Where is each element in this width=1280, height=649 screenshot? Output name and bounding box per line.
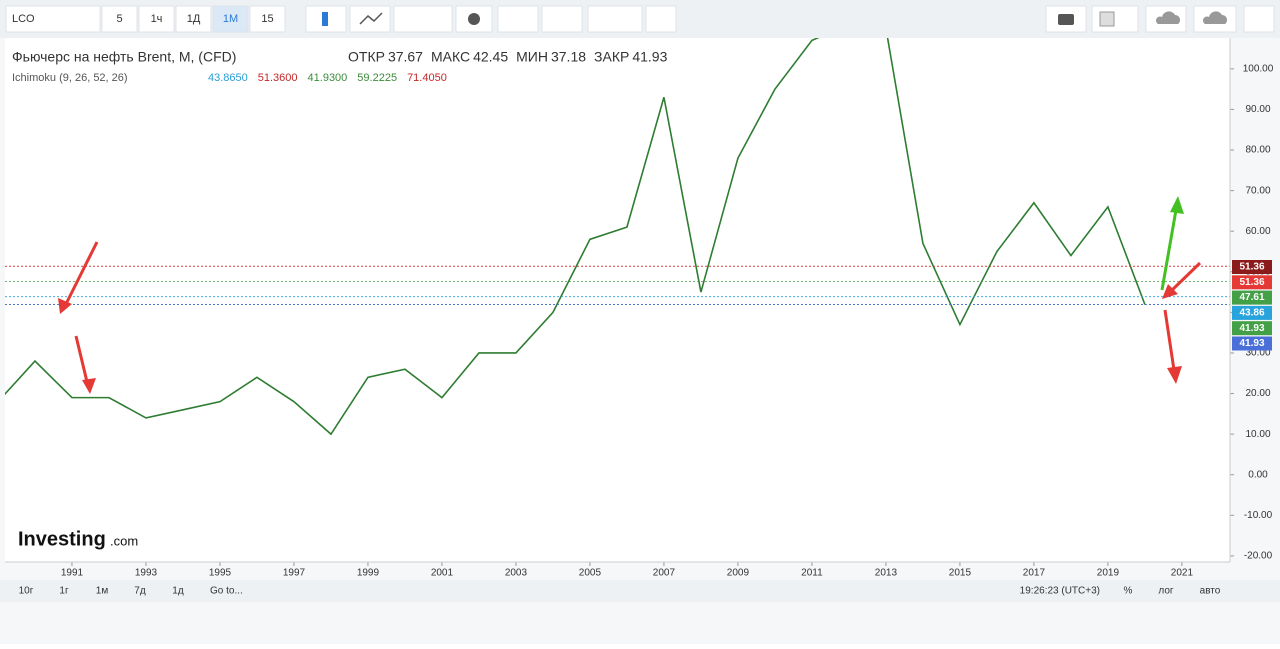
interval-button[interactable]	[249, 5, 286, 33]
indicator-value: 51.3600	[258, 72, 298, 84]
ohlc-label: ОТКР	[348, 49, 385, 65]
ohlc-value: 42.45	[473, 49, 508, 65]
instrument-title: Фьючерс на нефть Brent, M, (CFD)	[12, 49, 236, 65]
y-tick-label: -20.00	[1244, 551, 1273, 562]
price-tag	[1232, 290, 1272, 305]
x-tick-label: 2015	[949, 568, 972, 579]
price-tag	[1232, 305, 1272, 320]
x-tick-label: 2019	[1097, 568, 1120, 579]
y-tick-label: 60.00	[1245, 226, 1270, 237]
scale-option[interactable]: %	[1124, 586, 1133, 597]
scale-option[interactable]: лог	[1158, 586, 1174, 597]
price-tag-label: 43.86	[1239, 308, 1264, 319]
price-tag-label: 41.93	[1239, 338, 1264, 349]
goto-button[interactable]: Go to...	[210, 586, 243, 597]
x-tick-label: 2017	[1023, 568, 1046, 579]
y-tick-label: 70.00	[1245, 185, 1270, 196]
interval-button[interactable]	[212, 5, 249, 33]
indicator-value: 71.4050	[407, 72, 447, 84]
price-tag	[1232, 260, 1272, 274]
footer	[0, 580, 1280, 602]
x-tick-label: 1997	[283, 568, 306, 579]
interval-label: 15	[261, 13, 273, 25]
y-tick-label: -10.00	[1244, 510, 1273, 521]
ohlc-value: 37.18	[551, 49, 586, 65]
price-tag-label: 51.36	[1239, 262, 1264, 273]
interval-label: 1ч	[151, 13, 163, 25]
price-tag	[1232, 275, 1272, 290]
y-tick-label: 10.00	[1245, 429, 1270, 440]
interval-button[interactable]	[175, 5, 212, 33]
price-tag-label: 47.61	[1239, 292, 1264, 303]
range-button[interactable]: 1д	[172, 586, 184, 597]
x-tick-label: 2011	[801, 568, 823, 579]
x-tick-label: 1993	[135, 568, 158, 579]
y-tick-label: 20.00	[1245, 388, 1270, 399]
annotation-arrows	[58, 196, 1202, 394]
logo-suffix: .com	[110, 533, 138, 548]
interval-label: 1М	[223, 13, 238, 25]
ohlc-label: ЗАКР	[594, 49, 629, 65]
interval-button[interactable]	[101, 5, 138, 33]
ohlc-value: 37.67	[388, 49, 423, 65]
x-tick-label: 1999	[357, 568, 380, 579]
plot-area	[5, 38, 1230, 562]
interval-label: 5	[116, 13, 122, 25]
ohlc-value: 41.93	[632, 49, 667, 65]
symbol-input[interactable]	[5, 5, 101, 33]
toolbar-icons	[305, 5, 1275, 33]
interval-button[interactable]	[138, 5, 175, 33]
x-tick-label: 2001	[431, 568, 454, 579]
x-tick-label: 1991	[61, 568, 84, 579]
range-button[interactable]: 7д	[134, 586, 146, 597]
x-tick-label: 2007	[653, 568, 676, 579]
range-button[interactable]: 1г	[59, 586, 69, 597]
price-tag	[1232, 336, 1272, 351]
price-tag	[1232, 321, 1272, 336]
x-tick-label: 1995	[209, 568, 232, 579]
logo: Investing	[18, 528, 106, 550]
ohlc-label: МАКС	[431, 49, 470, 65]
indicator-value: 59.2225	[357, 72, 397, 84]
ohlc-label: МИН	[516, 49, 548, 65]
price-tag-label: 51.36	[1239, 277, 1264, 288]
x-tick-label: 2003	[505, 568, 528, 579]
y-tick-label: 0.00	[1248, 469, 1268, 480]
clock: 19:26:23 (UTC+3)	[1020, 586, 1100, 597]
x-tick-label: 2021	[1171, 568, 1194, 579]
range-button[interactable]: 10г	[19, 586, 34, 597]
indicator-value: 41.9300	[308, 72, 348, 84]
range-button[interactable]: 1м	[96, 586, 109, 597]
interval-label: 1Д	[187, 13, 201, 25]
price-line	[5, 38, 1146, 436]
y-tick-label: 100.00	[1243, 63, 1274, 74]
indicator-name: Ichimoku (9, 26, 52, 26)	[12, 72, 128, 84]
scale-option[interactable]: авто	[1200, 586, 1221, 597]
price-tag-label: 41.93	[1239, 323, 1264, 334]
y-tick-label: 80.00	[1245, 145, 1270, 156]
x-tick-label: 2005	[579, 568, 602, 579]
y-tick-label: 90.00	[1245, 104, 1270, 115]
symbol: LCO	[12, 13, 35, 25]
indicator-value: 43.8650	[208, 72, 248, 84]
x-tick-label: 2013	[875, 568, 898, 579]
y-tick-label: 30.00	[1245, 348, 1270, 359]
x-tick-label: 2009	[727, 568, 750, 579]
